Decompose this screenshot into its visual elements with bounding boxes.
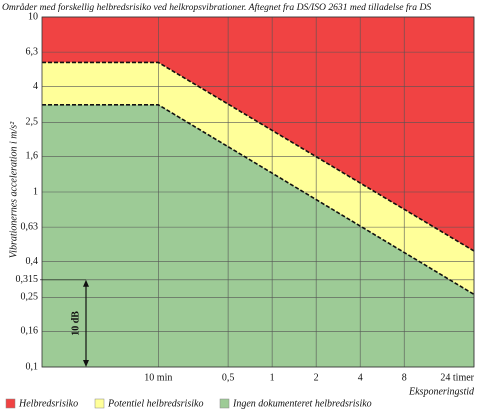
chart-title: Områder med forskellig helbredsrisiko ve… <box>2 2 431 13</box>
x-tick-label: 10 min <box>144 372 172 383</box>
boundary-line <box>42 103 475 296</box>
legend-label: Potentiel helbredsrisiko <box>107 398 203 409</box>
y-tick-label: 4 <box>33 81 38 92</box>
arrow-head <box>83 360 89 367</box>
y-tick-label: 6,3 <box>26 46 39 57</box>
y-tick-label: 0,16 <box>21 326 39 337</box>
annotation-label: 10 dB <box>70 311 81 336</box>
x-tick-label: 8 <box>402 372 407 383</box>
y-tick-label: 10 <box>28 11 38 22</box>
y-axis-label: Vibrationernes acceleration i m/s² <box>8 121 19 258</box>
x-tick-label: 24 timer <box>440 372 474 383</box>
x-axis-label: Eksponeringstid <box>408 386 475 397</box>
y-tick-label: 1,6 <box>26 151 39 162</box>
y-tick-label: 0,4 <box>26 256 39 267</box>
y-tick-label: 0,1 <box>26 361 39 372</box>
legend-label: Helbredsrisiko <box>18 398 78 409</box>
legend-swatch <box>94 398 105 409</box>
legend-swatch <box>5 398 16 409</box>
x-tick-label: 0,5 <box>222 372 235 383</box>
plot-frame <box>41 16 475 368</box>
boundary-line <box>42 61 475 252</box>
legend-swatch <box>219 398 230 409</box>
arrow-head <box>83 279 89 287</box>
y-tick-label: 0,315 <box>16 274 39 285</box>
y-tick-label: 0,63 <box>21 221 39 232</box>
x-tick-label: 1 <box>270 372 275 383</box>
y-tick-label: 2,5 <box>26 117 39 128</box>
y-tick-label: 1 <box>33 186 38 197</box>
x-tick-label: 4 <box>358 372 363 383</box>
x-tick-label: 2 <box>314 372 319 383</box>
zone <box>42 104 474 367</box>
y-tick-label: 0,25 <box>21 292 39 303</box>
legend-label: Ingen dokumenteret helbredsrisiko <box>232 398 372 409</box>
